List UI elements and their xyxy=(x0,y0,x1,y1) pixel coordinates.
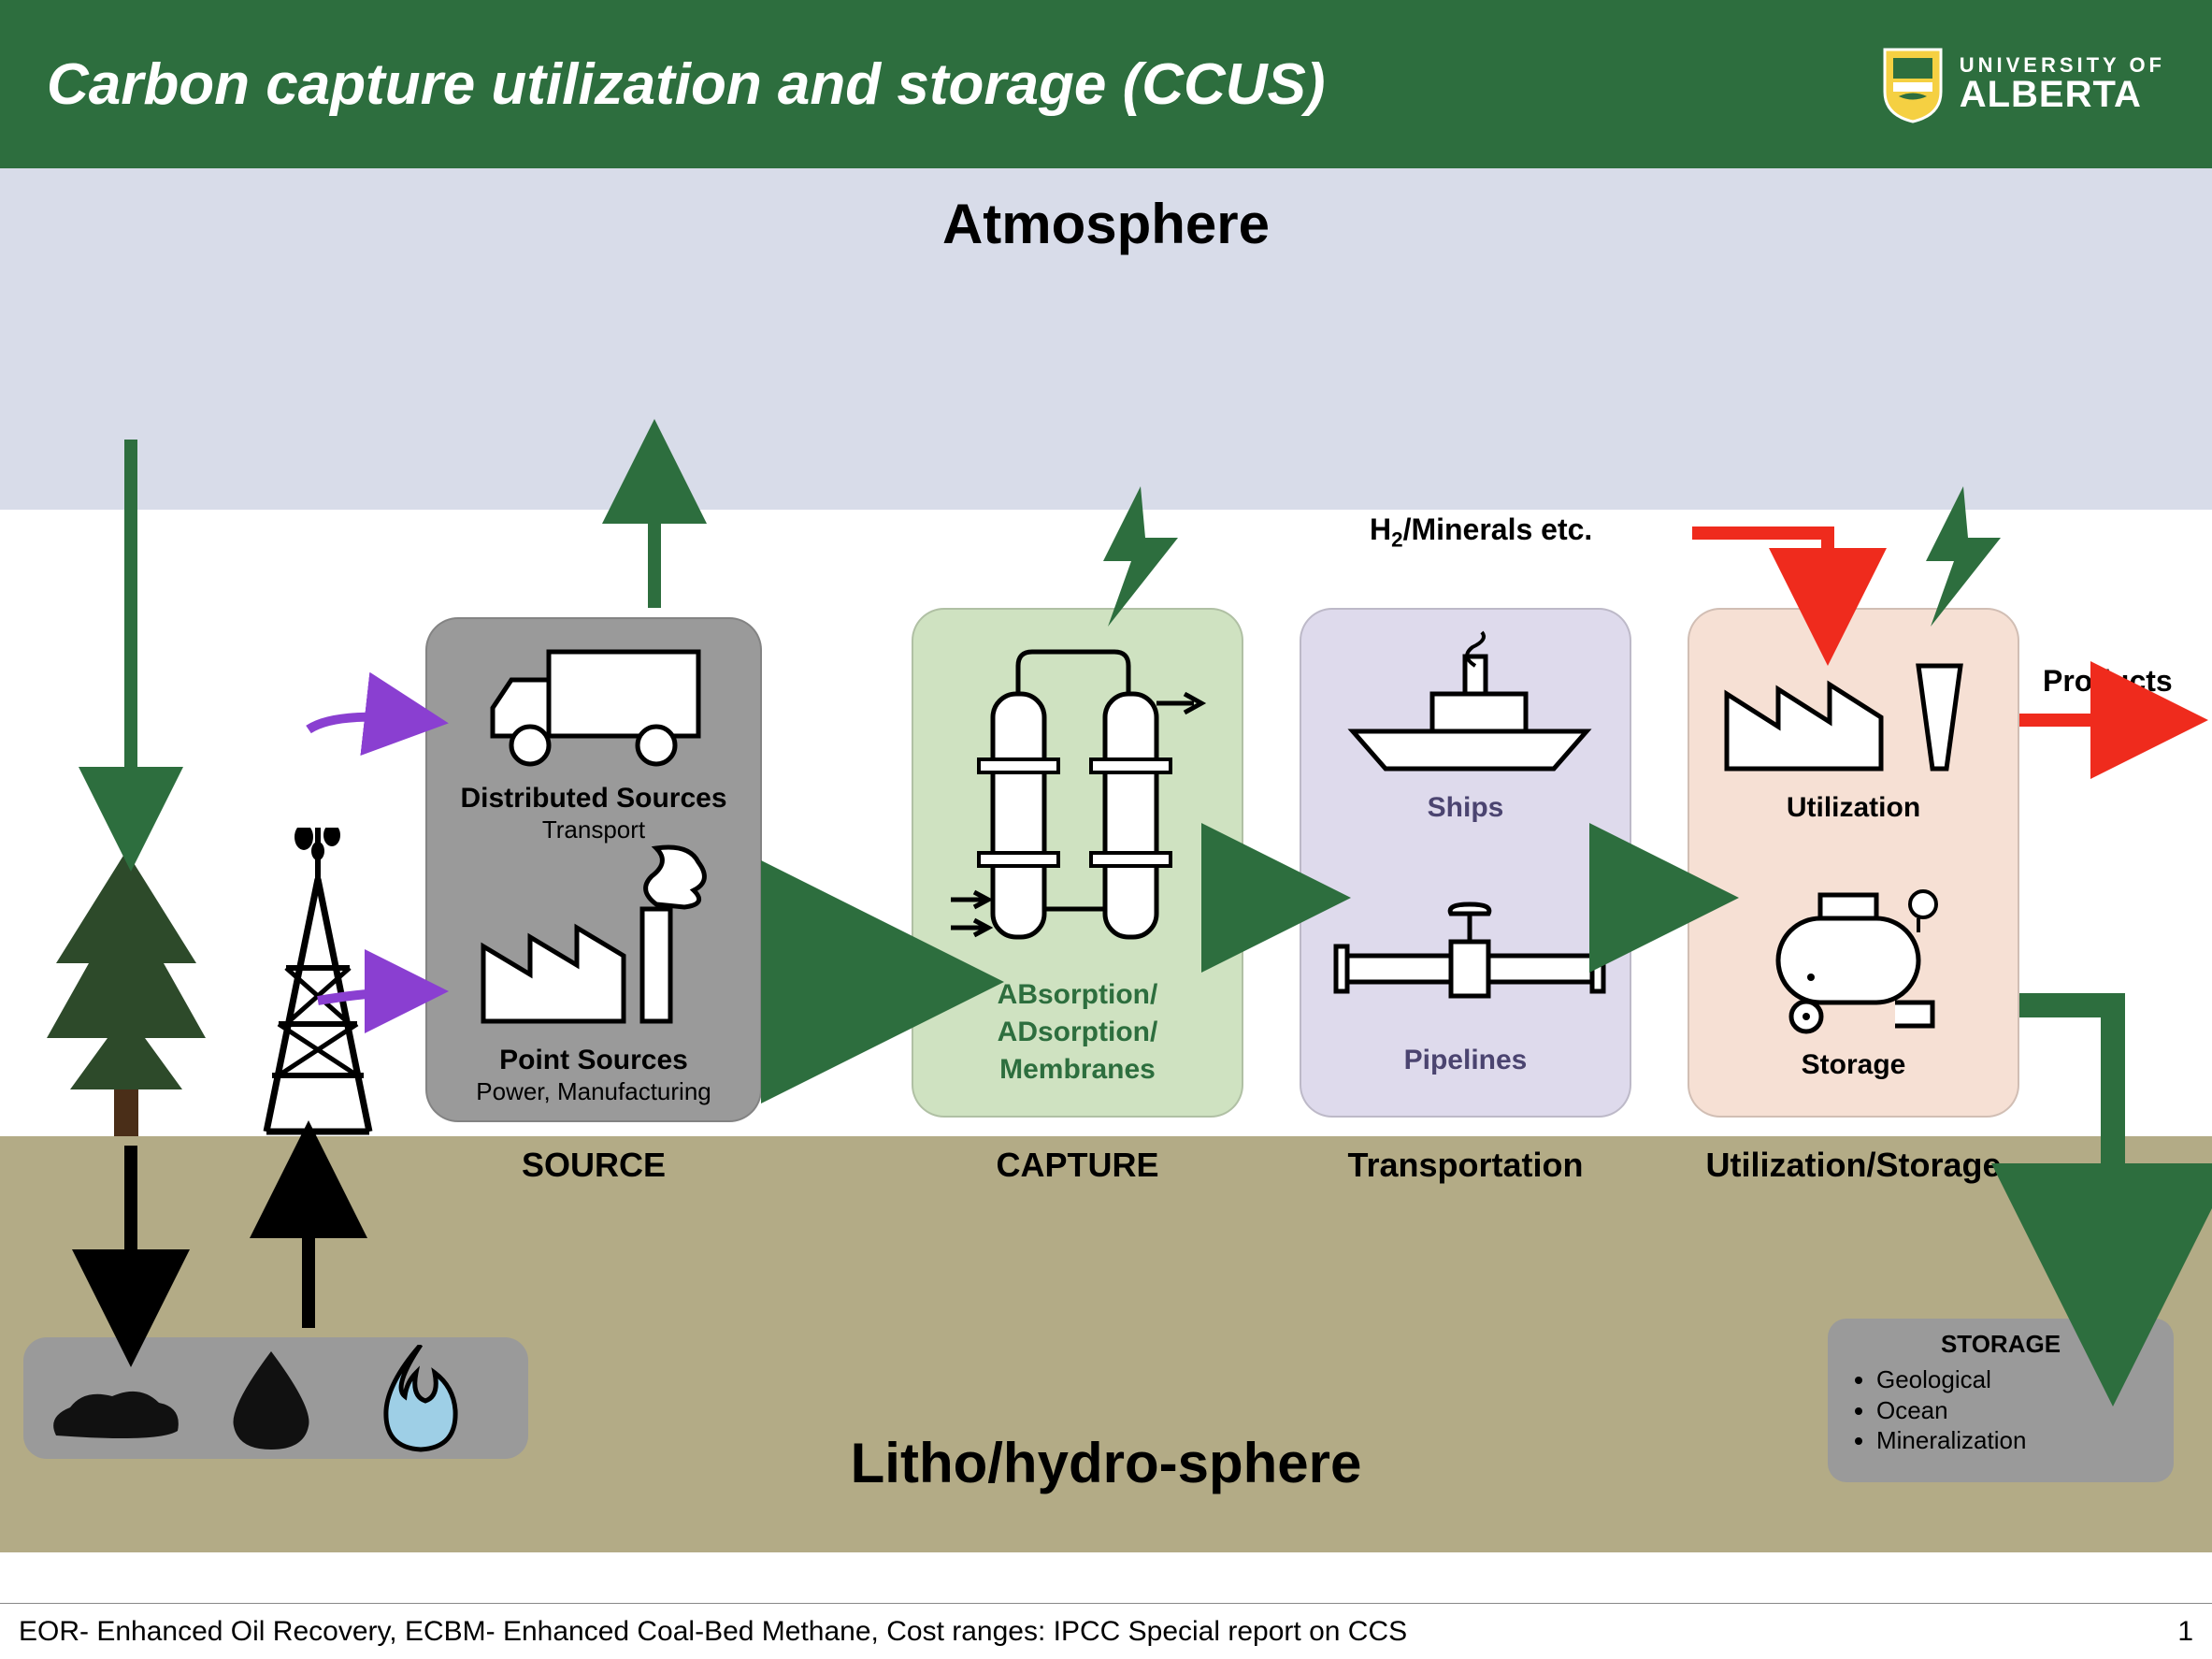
capture-caption: CAPTURE xyxy=(912,1146,1243,1185)
atmosphere-label: Atmosphere xyxy=(0,192,2212,256)
oil-derrick-icon xyxy=(243,828,393,1141)
storage-item-ocean: Ocean xyxy=(1876,1395,2153,1426)
university-line1: UNIVERSITY OF xyxy=(1960,55,2165,76)
ship-icon xyxy=(1343,628,1596,778)
distributed-sources-label: Distributed Sources xyxy=(427,783,760,815)
storage-tank-icon xyxy=(1755,876,1961,1035)
shield-icon xyxy=(1880,45,1946,124)
source-caption: SOURCE xyxy=(425,1146,762,1185)
capture-columns-icon xyxy=(941,638,1222,965)
point-sources-label: Point Sources xyxy=(427,1045,760,1076)
utilization-storage-box: Utilization Storage xyxy=(1688,608,2019,1118)
university-logo: UNIVERSITY OF ALBERTA xyxy=(1880,45,2165,124)
gas-flame-icon xyxy=(360,1345,481,1452)
tree-icon xyxy=(37,851,215,1141)
capture-method-1: ABsorption/ xyxy=(913,979,1242,1011)
utilization-label: Utilization xyxy=(1689,792,2018,824)
footer: EOR- Enhanced Oil Recovery, ECBM- Enhanc… xyxy=(0,1603,2212,1659)
transport-box: Ships Pipelines xyxy=(1300,608,1631,1118)
utilization-factory-icon xyxy=(1717,638,1998,778)
university-line2: ALBERTA xyxy=(1960,76,2165,113)
storage-panel: STORAGE Geological Ocean Mineralization xyxy=(1828,1319,2174,1482)
source-box: Distributed Sources Transport Point Sour… xyxy=(425,617,762,1122)
utilstore-caption: Utilization/Storage xyxy=(1688,1146,2019,1185)
slide: Atmosphere Litho/hydro-sphere Carbon cap… xyxy=(0,0,2212,1659)
capture-method-3: Membranes xyxy=(913,1054,1242,1086)
storage-label: Storage xyxy=(1689,1049,2018,1081)
storage-item-geological: Geological xyxy=(1876,1364,2153,1395)
oil-drop-icon xyxy=(210,1351,332,1450)
truck-icon xyxy=(483,642,708,773)
slide-title: Carbon capture utilization and storage (… xyxy=(47,51,1880,118)
capture-method-2: ADsorption/ xyxy=(913,1017,1242,1048)
ships-label: Ships xyxy=(1301,792,1630,824)
pipelines-label: Pipelines xyxy=(1301,1045,1630,1076)
footer-text: EOR- Enhanced Oil Recovery, ECBM- Enhanc… xyxy=(19,1616,1407,1648)
capture-box: ABsorption/ ADsorption/ Membranes xyxy=(912,608,1243,1118)
h2-minerals-label: H2/Minerals etc. xyxy=(1370,512,1592,552)
pipeline-icon xyxy=(1325,900,1615,1021)
storage-panel-title: STORAGE xyxy=(1848,1330,2153,1359)
header-bar: Carbon capture utilization and storage (… xyxy=(0,0,2212,168)
coal-icon xyxy=(47,1370,187,1445)
page-number: 1 xyxy=(2177,1616,2193,1648)
transport-caption: Transportation xyxy=(1300,1146,1631,1185)
products-label: Products xyxy=(2043,664,2173,699)
storage-item-mineralization: Mineralization xyxy=(1876,1425,2153,1456)
point-sources-sub: Power, Manufacturing xyxy=(427,1077,760,1106)
factory-icon xyxy=(465,834,726,1031)
fossil-fuels-box xyxy=(23,1337,528,1459)
